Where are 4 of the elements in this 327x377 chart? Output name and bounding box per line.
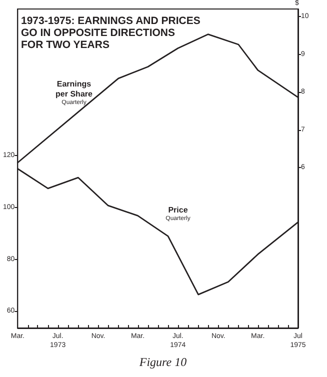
text: 1973-1975: EARNINGS AND PRICES GO IN OPPOSITE DIRECTIONS FOR TWO YEARS — [21, 15, 200, 51]
caption: Figure 10 — [138, 355, 187, 369]
series-label: Earnings per Share — [56, 80, 94, 98]
text: Price — [168, 206, 188, 214]
